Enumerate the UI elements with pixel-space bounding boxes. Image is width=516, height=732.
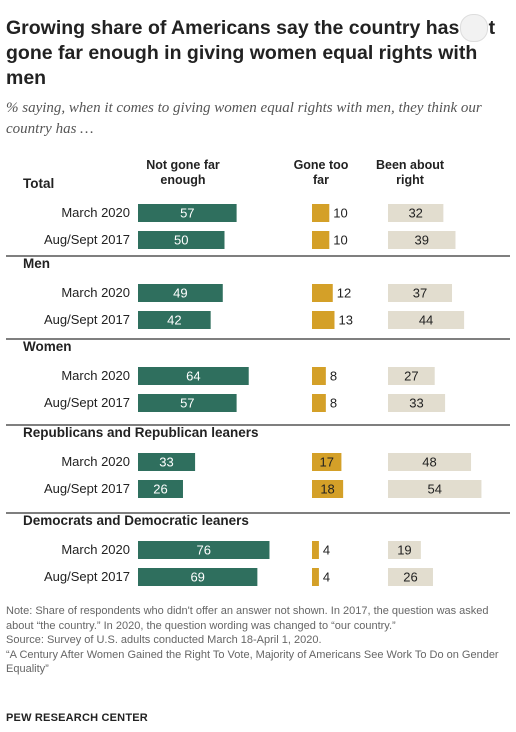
data-label: 4 [323, 570, 330, 585]
row-label: March 2020 [61, 542, 130, 557]
column-header-not-far-enough: Not gone far enough [146, 158, 220, 187]
bar-too_far [312, 311, 335, 329]
bar-not_far_enough [138, 541, 270, 559]
bar-too_far [312, 394, 326, 412]
chart-title: Growing share of Americans say the count… [6, 17, 496, 89]
bar-too_far [312, 480, 344, 498]
data-label: 17 [319, 455, 333, 470]
data-label: 54 [427, 482, 441, 497]
row-label: Aug/Sept 2017 [44, 312, 130, 327]
group-label: Republicans and Republican leaners [23, 425, 259, 440]
data-label: 42 [167, 313, 181, 328]
source-text: Source: Survey of U.S. adults conducted … [6, 634, 322, 646]
group-label: Women [23, 339, 72, 354]
group-label: Democrats and Democratic leaners [23, 513, 249, 528]
report-title: “A Century After Women Gained the Right … [6, 648, 499, 676]
bar-not_far_enough [138, 453, 196, 471]
data-label: 18 [320, 482, 334, 497]
bar-too_far [312, 231, 330, 249]
data-label: 69 [190, 570, 204, 585]
data-label: 32 [408, 206, 422, 221]
data-label: 26 [153, 482, 167, 497]
bar-too_far [312, 367, 326, 385]
row-label: Aug/Sept 2017 [44, 569, 130, 584]
notes: Note: Share of respondents who didn't of… [6, 604, 511, 677]
bar-about_right [388, 541, 421, 559]
bar-too_far [312, 284, 333, 302]
row-label: March 2020 [61, 205, 130, 220]
bar-not_far_enough [138, 394, 237, 412]
bar-not_far_enough [138, 231, 225, 249]
bar-too_far [312, 568, 319, 586]
bar-not_far_enough [138, 367, 249, 385]
bar-about_right [388, 367, 435, 385]
row-label: Aug/Sept 2017 [44, 395, 130, 410]
lens-icon[interactable] [460, 14, 488, 42]
column-header-too-far: Gone too far [293, 158, 349, 187]
bar-too_far [312, 541, 319, 559]
data-label: 27 [404, 369, 418, 384]
group-label: Men [23, 256, 50, 271]
data-label: 13 [338, 313, 352, 328]
bar-not_far_enough [138, 568, 258, 586]
bar-about_right [388, 204, 444, 222]
data-label: 49 [173, 286, 187, 301]
data-label: 37 [413, 286, 427, 301]
row-label: March 2020 [61, 368, 130, 383]
bar-about_right [388, 311, 465, 329]
row-label: March 2020 [61, 454, 130, 469]
data-label: 39 [415, 233, 429, 248]
data-label: 64 [186, 369, 200, 384]
data-label: 10 [333, 206, 347, 221]
data-label: 19 [397, 543, 411, 558]
data-label: 50 [174, 233, 188, 248]
chart-area: Total March 2020 57 10 32 Aug/Sept 2017 50 10 39… [6, 176, 510, 586]
bar-about_right [388, 231, 456, 249]
data-label: 26 [403, 570, 417, 585]
bar-about_right [388, 480, 482, 498]
data-label: 4 [323, 543, 330, 558]
bar-not_far_enough [138, 480, 183, 498]
data-label: 76 [197, 543, 211, 558]
bar-about_right [388, 568, 433, 586]
bar-too_far [312, 453, 342, 471]
data-label: 57 [180, 206, 194, 221]
note-text: Note: Share of respondents who didn't of… [6, 605, 489, 632]
data-label: 8 [330, 369, 337, 384]
data-label: 44 [419, 313, 433, 328]
bar-too_far [312, 204, 330, 222]
bar-not_far_enough [138, 284, 223, 302]
data-label: 10 [333, 233, 347, 248]
data-label: 48 [422, 455, 436, 470]
chart-subtitle: % saying, when it comes to giving women … [6, 100, 482, 137]
row-label: March 2020 [61, 285, 130, 300]
row-label: Aug/Sept 2017 [44, 481, 130, 496]
bar-not_far_enough [138, 311, 211, 329]
data-label: 33 [159, 455, 173, 470]
bar-about_right [388, 394, 446, 412]
column-header-about-right: Been about right [375, 158, 445, 187]
row-label: Aug/Sept 2017 [44, 232, 130, 247]
data-label: 12 [337, 286, 351, 301]
bar-about_right [388, 453, 472, 471]
data-label: 57 [180, 396, 194, 411]
data-label: 33 [409, 396, 423, 411]
data-label: 8 [330, 396, 337, 411]
bar-not_far_enough [138, 204, 237, 222]
group-label: Total [23, 176, 54, 191]
source-org: PEW RESEARCH CENTER [6, 712, 148, 724]
bar-about_right [388, 284, 453, 302]
